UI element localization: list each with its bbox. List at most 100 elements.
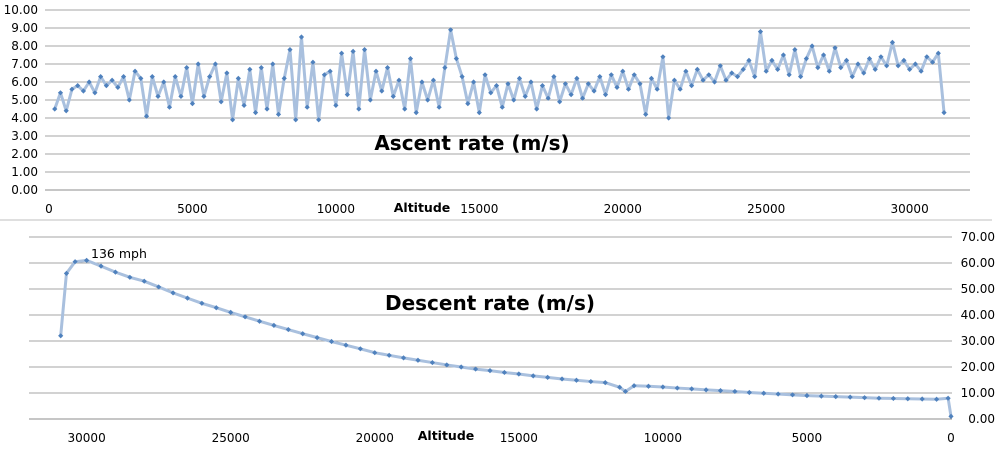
data-point	[458, 364, 464, 370]
data-point	[429, 359, 435, 366]
data-point	[285, 326, 291, 333]
data-point	[230, 117, 236, 123]
data-point	[310, 59, 316, 65]
data-point	[948, 413, 954, 419]
data-point	[516, 75, 523, 81]
y-tick-label: 20.00	[961, 360, 995, 374]
data-point	[645, 383, 652, 389]
data-point	[112, 269, 119, 275]
data-point	[84, 257, 90, 263]
x-tick-label: 15000	[460, 202, 498, 216]
data-point	[585, 81, 591, 87]
data-point	[861, 395, 868, 401]
data-point	[436, 104, 442, 110]
data-point	[207, 74, 213, 80]
data-point	[228, 309, 234, 315]
data-point	[493, 83, 500, 89]
data-point	[717, 388, 724, 394]
data-point	[833, 394, 839, 400]
data-point	[487, 368, 493, 374]
data-point	[511, 97, 517, 103]
data-point	[703, 387, 709, 393]
data-point	[270, 61, 276, 67]
data-point	[694, 66, 700, 72]
data-point	[138, 75, 144, 81]
data-point	[689, 386, 695, 392]
data-point	[545, 374, 551, 380]
data-point	[574, 75, 580, 81]
data-point	[855, 61, 861, 67]
data-point	[602, 380, 608, 386]
data-point	[631, 72, 637, 78]
data-point	[689, 83, 695, 89]
data-point	[620, 68, 626, 74]
y-tick-label: 0.00	[968, 412, 995, 426]
descent-chart-title: Descent rate (m/s)	[385, 291, 595, 315]
data-point	[264, 106, 270, 112]
data-point	[275, 111, 282, 117]
data-point	[442, 65, 448, 71]
data-point	[929, 59, 936, 65]
data-point	[935, 50, 941, 56]
data-point	[602, 92, 609, 98]
data-point	[559, 376, 565, 382]
data-point	[732, 388, 738, 395]
data-point	[501, 369, 508, 376]
data-point	[328, 338, 335, 345]
data-point	[530, 373, 536, 379]
data-point	[717, 63, 723, 69]
data-point	[769, 57, 775, 63]
data-point	[838, 65, 844, 71]
data-point	[224, 70, 230, 76]
data-point	[608, 72, 614, 78]
data-point	[597, 74, 603, 80]
data-point	[58, 333, 64, 339]
data-point	[149, 74, 155, 80]
data-point	[287, 47, 293, 53]
data-point	[740, 66, 746, 72]
data-point	[400, 355, 407, 361]
data-point	[357, 346, 363, 352]
y-tick-label: 5.00	[11, 93, 38, 107]
data-point	[379, 88, 385, 94]
data-point	[396, 77, 402, 83]
data-point	[350, 48, 356, 54]
data-point	[300, 331, 306, 337]
y-tick-label: 10.00	[4, 3, 38, 17]
data-point	[195, 61, 201, 67]
data-point	[316, 117, 322, 123]
data-point	[757, 29, 764, 35]
data-point	[156, 284, 162, 290]
data-point	[912, 61, 918, 67]
data-point	[884, 63, 890, 69]
x-tick-label: 20000	[356, 431, 394, 445]
data-point	[235, 75, 241, 81]
data-point	[522, 93, 528, 99]
data-point	[562, 81, 568, 87]
data-point	[314, 335, 320, 341]
data-point	[677, 86, 683, 92]
y-tick-label: 50.00	[961, 282, 995, 296]
data-point	[826, 68, 832, 74]
data-point	[643, 111, 649, 117]
data-point	[674, 385, 680, 391]
data-point	[866, 56, 873, 62]
data-point	[75, 83, 81, 89]
data-point	[80, 88, 87, 94]
data-point	[534, 106, 540, 112]
data-point	[905, 396, 911, 402]
data-point	[775, 66, 781, 72]
data-point	[876, 395, 882, 401]
data-point	[872, 66, 878, 72]
data-point	[499, 104, 505, 110]
data-point	[69, 86, 75, 92]
data-point	[373, 68, 379, 74]
x-tick-label: 0	[45, 202, 53, 216]
data-point	[141, 278, 147, 284]
data-point	[746, 57, 752, 63]
y-tick-label: 30.00	[961, 334, 995, 348]
data-point	[901, 57, 907, 63]
x-tick-label: 5000	[177, 202, 208, 216]
data-point	[425, 97, 431, 103]
data-point	[895, 63, 901, 69]
